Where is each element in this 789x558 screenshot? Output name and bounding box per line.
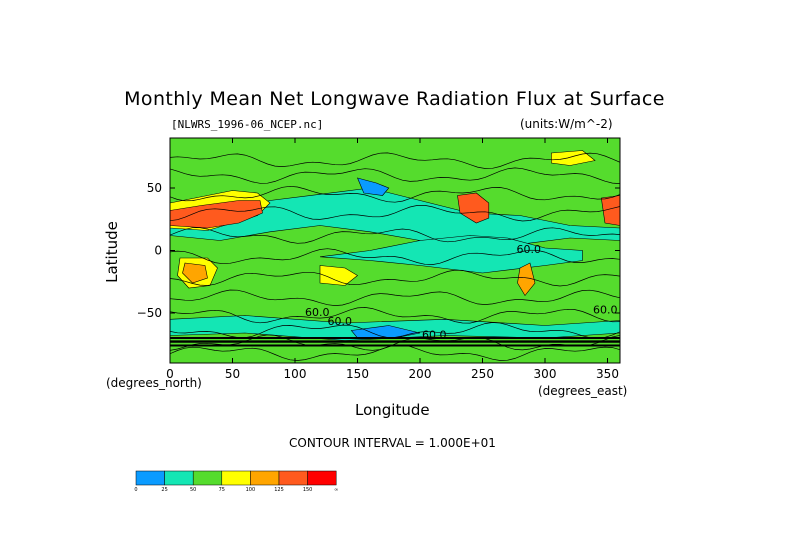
contour-labels: 60.060.060.060.060.0 bbox=[305, 243, 618, 341]
contour-interval-note: CONTOUR INTERVAL = 1.000E+01 bbox=[289, 436, 496, 450]
contour-line bbox=[170, 289, 620, 306]
colorbar-level-label: 100 bbox=[246, 487, 256, 493]
colorbar-swatch bbox=[164, 470, 194, 486]
orange-south-america bbox=[517, 262, 536, 297]
x-unit-label-right: (degrees_east) bbox=[538, 384, 628, 398]
cyan-band-tropical bbox=[319, 235, 583, 274]
x-tick-label: 150 bbox=[346, 367, 369, 381]
x-tick-label: 200 bbox=[409, 367, 432, 381]
red-east-edge bbox=[600, 195, 620, 226]
colorbar-swatch bbox=[250, 470, 280, 486]
colorbar-level-label: 0 bbox=[134, 487, 137, 493]
contour-lines bbox=[170, 152, 620, 361]
y-tick-label: 0 bbox=[154, 244, 162, 258]
y-tick-label: 50 bbox=[147, 181, 162, 195]
colorbar-swatch bbox=[135, 470, 165, 486]
contour-line bbox=[170, 185, 620, 203]
yellow-greenland bbox=[551, 150, 596, 166]
contour-line bbox=[170, 205, 620, 222]
contour-line bbox=[170, 152, 620, 169]
x-tick-label: 300 bbox=[534, 367, 557, 381]
yellow-australia bbox=[319, 265, 359, 286]
y-axis-label: Latitude bbox=[103, 221, 121, 283]
x-tick-label: 50 bbox=[225, 367, 240, 381]
blue-spot-2 bbox=[350, 325, 421, 339]
contour-label: 60.0 bbox=[517, 243, 542, 256]
contour-label: 60.0 bbox=[328, 315, 353, 328]
contour-label: 60.0 bbox=[422, 328, 447, 341]
contour-line bbox=[170, 227, 620, 244]
contour-line bbox=[170, 167, 620, 184]
x-tick-label: 0 bbox=[166, 367, 174, 381]
contour-line bbox=[170, 248, 620, 265]
x-tick-label: 250 bbox=[471, 367, 494, 381]
colorbar-swatch bbox=[278, 470, 308, 486]
colorbar-level-label: 25 bbox=[161, 487, 167, 493]
colorbar-swatch bbox=[192, 470, 223, 486]
colorbar-level-label: 50 bbox=[190, 487, 196, 493]
blue-spot-1 bbox=[356, 177, 390, 196]
units-label: (units:W/m^-2) bbox=[520, 117, 613, 131]
orange-south-africa bbox=[182, 262, 208, 284]
colorbar-swatch bbox=[307, 470, 337, 486]
colorbar-level-label: 125 bbox=[274, 487, 284, 493]
axes: 0 50 100 150 200 250 300 350 50 0 −50 bbox=[137, 138, 620, 381]
colorbar-level-label: 150 bbox=[303, 487, 313, 493]
x-tick-label: 350 bbox=[596, 367, 619, 381]
y-tick-label: −50 bbox=[137, 306, 162, 320]
colorbar: 0 25 50 75 100 125 150 ∞ bbox=[134, 470, 338, 493]
contour-label: 60.0 bbox=[305, 306, 330, 319]
colorbar-level-label: 75 bbox=[219, 487, 225, 493]
contour-line bbox=[170, 307, 620, 324]
chart-title: Monthly Mean Net Longwave Radiation Flux… bbox=[124, 88, 665, 110]
cyan-band-north bbox=[170, 187, 620, 249]
x-unit-label: (degrees_north) bbox=[106, 376, 202, 390]
x-tick-label: 100 bbox=[284, 367, 307, 381]
colorbar-level-label: ∞ bbox=[334, 487, 338, 493]
flux-field bbox=[170, 138, 620, 363]
x-axis-label: Longitude bbox=[355, 401, 430, 419]
dataset-filename: [NLWRS_1996-06_NCEP.nc] bbox=[171, 118, 324, 131]
red-north-africa bbox=[170, 200, 263, 229]
contour-line bbox=[170, 269, 620, 287]
colorbar-swatch bbox=[221, 470, 251, 486]
contour-label: 60.0 bbox=[593, 304, 618, 317]
